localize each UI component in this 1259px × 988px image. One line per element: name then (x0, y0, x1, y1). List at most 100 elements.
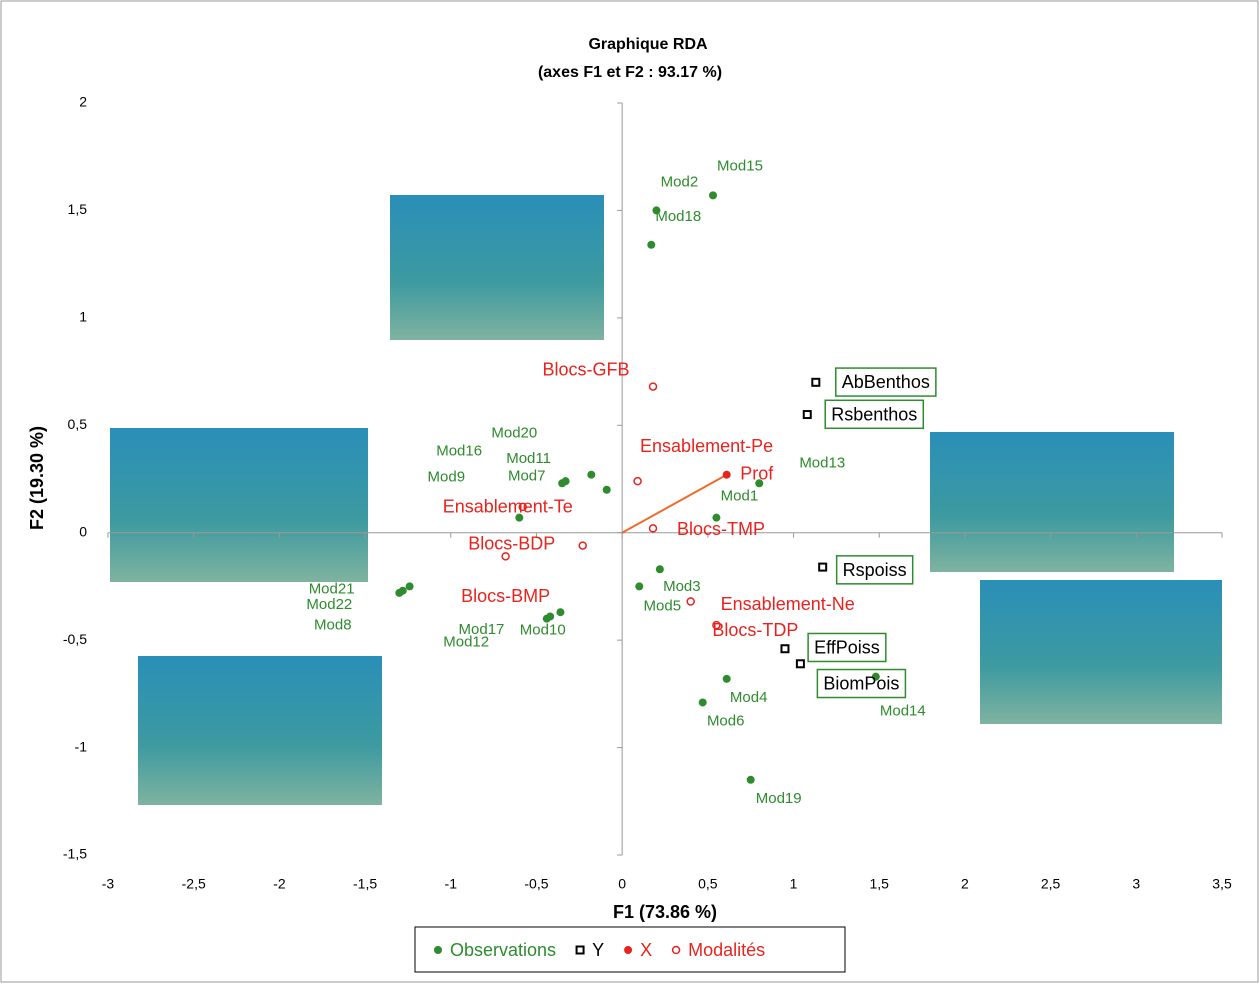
point-label: Mod5 (644, 597, 682, 614)
point-label: AbBenthos (842, 372, 930, 392)
point-label: Blocs-BDP (468, 533, 555, 553)
point (655, 565, 664, 574)
point (708, 191, 717, 200)
point-label: Mod3 (663, 578, 701, 595)
x-tick-label: 2 (961, 876, 969, 892)
legend-label: Y (592, 940, 604, 960)
y-tick-label: -1 (75, 738, 88, 754)
label-box (816, 668, 907, 699)
point (647, 240, 656, 249)
point-label: EffPoiss (814, 637, 880, 657)
point (780, 644, 790, 654)
legend-marker (434, 946, 442, 954)
point-label: Ensablement-Pe (640, 436, 773, 456)
chart-subtitle: (axes F1 et F2 : 93.17 %) (538, 64, 722, 81)
photo (980, 580, 1222, 724)
x-tick-label: -1,5 (353, 876, 377, 892)
point (398, 586, 407, 595)
point-label: Mod22 (306, 596, 352, 613)
point-label: Mod7 (508, 468, 546, 485)
point (712, 513, 721, 522)
point-label: Mod19 (756, 790, 802, 807)
photos (110, 195, 1222, 805)
point (818, 562, 828, 572)
point (652, 206, 661, 215)
x-tick-label: -3 (102, 876, 115, 892)
point-label: Mod16 (436, 442, 482, 459)
point-label: Rsbenthos (831, 404, 917, 424)
x-tick-label: -2,5 (182, 876, 206, 892)
legend-label: Observations (450, 940, 556, 960)
point-label: BiomPois (823, 674, 899, 694)
label-box (835, 555, 914, 585)
point (795, 659, 805, 669)
point-label: Mod10 (520, 622, 566, 639)
point (546, 612, 555, 621)
point-label: Blocs-TDP (712, 620, 798, 640)
x-tick-label: 1,5 (869, 876, 889, 892)
photo (110, 428, 368, 582)
chart-title: Graphique RDA (588, 36, 708, 53)
point-label: Mod13 (799, 454, 845, 471)
point (802, 410, 812, 420)
x-tick-label: 1 (790, 876, 798, 892)
x-tick-label: 0,5 (698, 876, 718, 892)
x-tick-label: -0,5 (524, 876, 548, 892)
point (578, 541, 587, 550)
y-tick-label: 0 (79, 523, 87, 539)
point (722, 470, 731, 479)
point-label: Mod15 (717, 157, 763, 174)
point-label: Mod14 (880, 703, 926, 720)
x-tick-label: -2 (273, 876, 286, 892)
point (587, 470, 596, 479)
point-label: Mod2 (661, 173, 699, 190)
x-tick-label: 3,5 (1212, 876, 1232, 892)
point (698, 698, 707, 707)
point (648, 524, 658, 533)
legend-label: X (640, 940, 652, 960)
y-tick-label: 0,5 (68, 416, 88, 432)
y-tick-label: 1,5 (68, 201, 88, 217)
point (871, 672, 880, 681)
point (811, 377, 821, 387)
y-tick-label: 2 (79, 94, 87, 110)
point-label: Mod8 (314, 617, 352, 634)
y-tick-label: 1 (79, 309, 87, 325)
point (556, 608, 565, 617)
x-tick-label: 0 (618, 876, 626, 892)
point (722, 674, 731, 683)
point (501, 552, 510, 561)
point (648, 382, 658, 391)
x-tick-label: -1 (445, 876, 458, 892)
y-tick-label: -1,5 (63, 846, 87, 862)
point-label: Mod20 (491, 425, 537, 442)
point-label: Mod4 (730, 689, 768, 706)
point (633, 476, 642, 486)
vector (621, 473, 728, 534)
point (686, 597, 695, 606)
point-label: Mod11 (506, 450, 551, 467)
point-label: Ensablement-Ne (721, 594, 855, 614)
photo (930, 432, 1174, 572)
legend-marker (624, 946, 633, 954)
point-label: Mod18 (655, 208, 701, 225)
label-box (807, 632, 887, 663)
point (755, 479, 764, 488)
point-label: Prof (740, 463, 774, 483)
point-label: Blocs-BMP (461, 586, 550, 606)
legend-marker (575, 945, 585, 955)
point-label: Mod17 (459, 621, 505, 638)
legend-marker (671, 945, 681, 955)
point-label: Mod9 (428, 469, 466, 486)
x-tick-label: 3 (1132, 876, 1140, 892)
point-label: Mod12 (443, 633, 489, 650)
point (405, 582, 414, 591)
label-box (835, 367, 937, 397)
point (515, 513, 524, 522)
y-tick-label: -0,5 (63, 631, 87, 647)
photo (138, 656, 382, 805)
y-axis-title: F2 (19.30 %) (27, 426, 47, 530)
point (602, 485, 611, 494)
point-label: Mod1 (721, 488, 759, 505)
